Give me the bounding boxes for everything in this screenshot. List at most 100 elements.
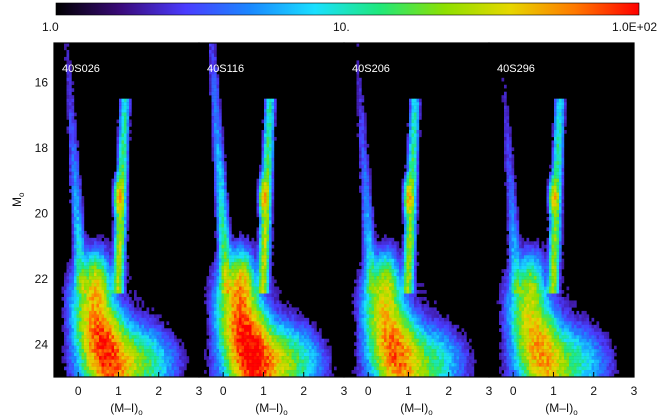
heatmap-cell — [86, 234, 90, 239]
heatmap-cell — [231, 234, 235, 239]
heatmap-cell — [216, 349, 220, 353]
heatmap-cell — [69, 352, 72, 357]
heatmap-cell — [74, 342, 77, 346]
heatmap-cell — [274, 123, 277, 127]
heatmap-cell — [99, 244, 102, 249]
heatmap-cell — [419, 129, 422, 134]
heatmap-cell — [76, 171, 80, 176]
heatmap-cell — [239, 310, 242, 315]
heatmap-cell — [124, 349, 127, 353]
heatmap-cell — [74, 206, 77, 211]
heatmap-cell — [211, 321, 215, 326]
heatmap-cell — [89, 331, 92, 336]
heatmap-cell — [224, 324, 227, 329]
heatmap-cell — [414, 269, 417, 273]
heatmap-cell — [81, 203, 85, 207]
heatmap-cell — [284, 338, 287, 343]
heatmap-cell — [359, 303, 362, 308]
heatmap-cell — [401, 314, 405, 319]
heatmap-cell — [416, 150, 420, 155]
heatmap-cell — [66, 60, 70, 65]
heatmap-cell — [216, 300, 220, 305]
heatmap-cell — [86, 366, 90, 371]
heatmap-cell — [229, 300, 232, 305]
heatmap-cell — [261, 335, 265, 339]
heatmap-cell — [246, 359, 250, 364]
heatmap-cell — [111, 189, 115, 193]
heatmap-cell — [311, 356, 315, 360]
heatmap-cell — [109, 363, 112, 367]
heatmap-cell — [266, 255, 270, 259]
heatmap-cell — [421, 303, 425, 308]
heatmap-cell — [264, 359, 267, 364]
heatmap-cell — [241, 237, 245, 242]
heatmap-cell — [369, 303, 372, 308]
heatmap-cell — [269, 241, 272, 245]
heatmap-cell — [116, 366, 120, 371]
heatmap-cell — [409, 230, 412, 235]
heatmap-cell — [301, 321, 305, 326]
heatmap-cell — [146, 373, 150, 378]
heatmap-cell — [79, 272, 82, 277]
heatmap-cell — [266, 303, 270, 308]
heatmap-cell — [231, 303, 235, 308]
heatmap-cell — [234, 335, 237, 339]
heatmap-cell — [229, 310, 232, 315]
heatmap-cell — [121, 303, 125, 308]
heatmap-cell — [234, 349, 237, 353]
heatmap-cell — [221, 290, 225, 294]
heatmap-cell — [271, 338, 275, 343]
heatmap-cell — [416, 321, 420, 326]
heatmap-cell — [151, 328, 155, 332]
heatmap-cell — [69, 342, 72, 346]
heatmap-cell — [104, 251, 107, 256]
heatmap-cell — [414, 258, 417, 263]
heatmap-cell — [416, 171, 420, 176]
heatmap-cell — [289, 349, 292, 353]
heatmap-cell — [64, 335, 67, 339]
heatmap-cell — [209, 310, 212, 315]
heatmap-cell — [236, 269, 240, 273]
heatmap-cell — [226, 244, 230, 249]
heatmap-cell — [379, 265, 382, 270]
heatmap-cell — [251, 296, 255, 301]
heatmap-cell — [274, 290, 277, 294]
heatmap-cell — [416, 157, 420, 162]
heatmap-cell — [161, 373, 165, 378]
heatmap-cell — [254, 241, 257, 245]
heatmap-cell — [294, 307, 297, 312]
heatmap-cell — [404, 310, 407, 315]
heatmap-cell — [119, 109, 122, 113]
heatmap-cell — [81, 251, 85, 256]
heatmap-cell — [311, 321, 315, 326]
heatmap-cell — [136, 352, 140, 357]
heatmap-cell — [354, 310, 357, 315]
heatmap-cell — [126, 338, 130, 343]
heatmap-cell — [219, 105, 222, 110]
heatmap-cell — [364, 116, 367, 120]
heatmap-cell — [254, 255, 257, 259]
heatmap-cell — [111, 359, 115, 364]
heatmap-cell — [141, 328, 145, 332]
heatmap-cell — [261, 310, 265, 315]
heatmap-cell — [119, 185, 122, 190]
heatmap-cell — [131, 342, 135, 346]
heatmap-cell — [121, 359, 125, 364]
heatmap-cell — [251, 265, 255, 270]
heatmap-cell — [101, 258, 105, 263]
heatmap-cell — [356, 63, 360, 68]
heatmap-cell — [121, 112, 125, 117]
heatmap-cell — [266, 230, 270, 235]
heatmap-cell — [124, 370, 127, 374]
heatmap-cell — [414, 279, 417, 284]
heatmap-cell — [356, 307, 360, 312]
heatmap-cell — [149, 373, 152, 378]
heatmap-cell — [139, 310, 142, 315]
heatmap-cell — [264, 241, 267, 245]
heatmap-cell — [119, 136, 122, 141]
heatmap-cell — [256, 317, 260, 322]
heatmap-cell — [146, 345, 150, 350]
heatmap-cell — [121, 203, 125, 207]
heatmap-cell — [214, 345, 217, 350]
heatmap-cell — [221, 244, 225, 249]
